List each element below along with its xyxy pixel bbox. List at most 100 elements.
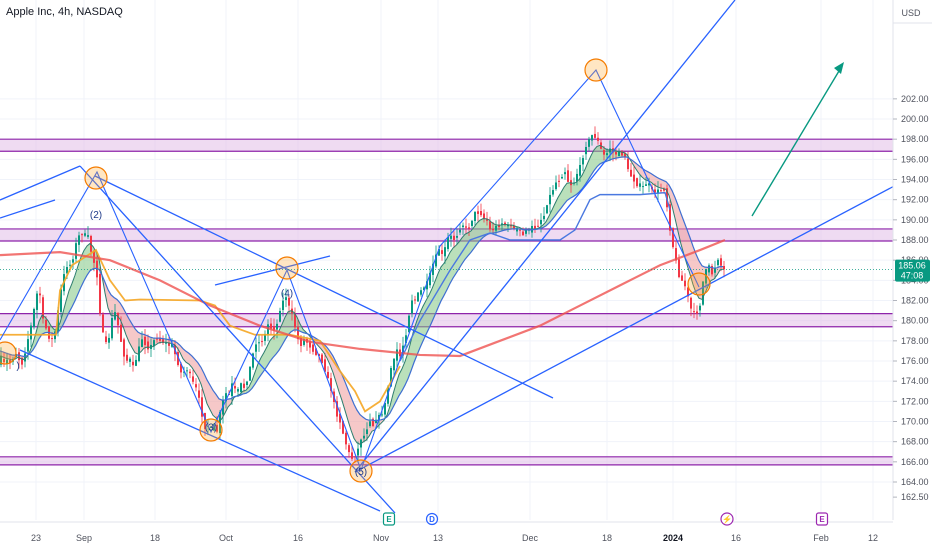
projection-arrow-head	[834, 62, 844, 74]
orange-baseline	[0, 248, 401, 413]
candle-up	[543, 215, 545, 220]
candle-down	[354, 456, 356, 458]
y-tick-label: 168.00	[901, 437, 929, 447]
x-tick-label: 16	[293, 533, 303, 543]
candle-down	[45, 319, 47, 329]
candle-down	[243, 383, 245, 388]
candle-up	[657, 189, 659, 194]
candle-up	[438, 249, 440, 256]
candle-down	[162, 339, 164, 344]
candle-up	[561, 176, 563, 179]
event-marker[interactable]: E	[815, 512, 829, 526]
candle-down	[102, 314, 104, 333]
candle-down	[465, 226, 467, 228]
candle-down	[441, 250, 443, 254]
candle-down	[492, 228, 494, 231]
candle-up	[30, 325, 32, 340]
event-markers[interactable]: E D ⚡ E	[382, 512, 829, 526]
candle-down	[117, 312, 119, 326]
currency-label: USD	[901, 8, 921, 18]
pivot-circle	[199, 418, 223, 442]
x-axis-bg	[0, 522, 893, 550]
candle-down	[189, 371, 191, 374]
candle-down	[351, 452, 353, 459]
candle-down	[9, 360, 11, 364]
candle-down	[696, 311, 698, 314]
candle-down	[486, 218, 488, 221]
pivot-circle	[0, 341, 17, 365]
candle-up	[69, 264, 71, 266]
candle-up	[417, 292, 419, 302]
candle-down	[453, 235, 455, 240]
candle-down	[624, 153, 626, 158]
candle-down	[603, 150, 605, 155]
candle-up	[24, 353, 26, 362]
candle-up	[366, 429, 368, 435]
candle-up	[6, 359, 8, 365]
zone-band	[0, 139, 893, 152]
candle-up	[396, 349, 398, 361]
bear-cloud	[630, 158, 723, 300]
candle-down	[3, 358, 5, 363]
candle-down	[519, 229, 521, 231]
candle-up	[381, 414, 383, 416]
candle-up	[171, 344, 173, 347]
bull-cloud	[534, 145, 630, 230]
x-tick-label: Sep	[76, 533, 92, 543]
pivot-circle	[349, 459, 373, 483]
pivot-circle	[584, 58, 608, 82]
candle-down	[300, 337, 302, 346]
event-marker[interactable]: D	[425, 512, 439, 526]
candle-up	[516, 227, 518, 232]
trendline	[79, 165, 396, 514]
event-marker[interactable]: ⚡	[720, 512, 734, 526]
bull-cloud	[237, 310, 309, 397]
candle-down	[297, 327, 299, 340]
candle-down	[468, 227, 470, 229]
candle-up	[267, 324, 269, 335]
candle-up	[474, 211, 476, 221]
candle-up	[357, 448, 359, 456]
candle-down	[690, 297, 692, 309]
candle-up	[258, 342, 260, 344]
bear-cloud	[102, 275, 237, 423]
candle-up	[183, 371, 185, 373]
candle-up	[456, 235, 458, 238]
candle-up	[129, 358, 131, 362]
candle-up	[450, 235, 452, 239]
candle-down	[678, 259, 680, 278]
indicator-lines	[0, 144, 726, 445]
x-tick-label: Dec	[522, 533, 539, 543]
wave-label: (3)	[205, 423, 217, 434]
candle-down	[723, 266, 725, 270]
y-tick-label: 202.00	[901, 94, 929, 104]
candle-down	[477, 211, 479, 214]
event-marker[interactable]: E	[382, 512, 396, 526]
candle-up	[555, 182, 557, 190]
candle-up	[186, 370, 188, 372]
pivot-circle	[84, 166, 108, 190]
wave-label: (4)	[281, 288, 293, 299]
candle-up	[153, 340, 155, 347]
candle-down	[327, 371, 329, 379]
candle-up	[240, 383, 242, 393]
event-marker-letter: D	[429, 515, 435, 524]
candle-down	[693, 311, 695, 313]
candle-down	[39, 293, 41, 296]
candle-up	[429, 272, 431, 286]
candle-up	[549, 194, 551, 205]
candle-up	[282, 300, 284, 311]
candle-up	[387, 386, 389, 404]
y-tick-label: 166.00	[901, 457, 929, 467]
trendline	[354, 0, 736, 473]
candle-down	[498, 224, 500, 227]
candle-down	[21, 358, 23, 365]
candle-down	[216, 424, 218, 432]
candle-up	[495, 225, 497, 231]
x-tick-label: 23	[31, 533, 41, 543]
candle-up	[588, 139, 590, 147]
candle-down	[348, 445, 350, 453]
candle-up	[384, 402, 386, 415]
candle-down	[201, 397, 203, 417]
